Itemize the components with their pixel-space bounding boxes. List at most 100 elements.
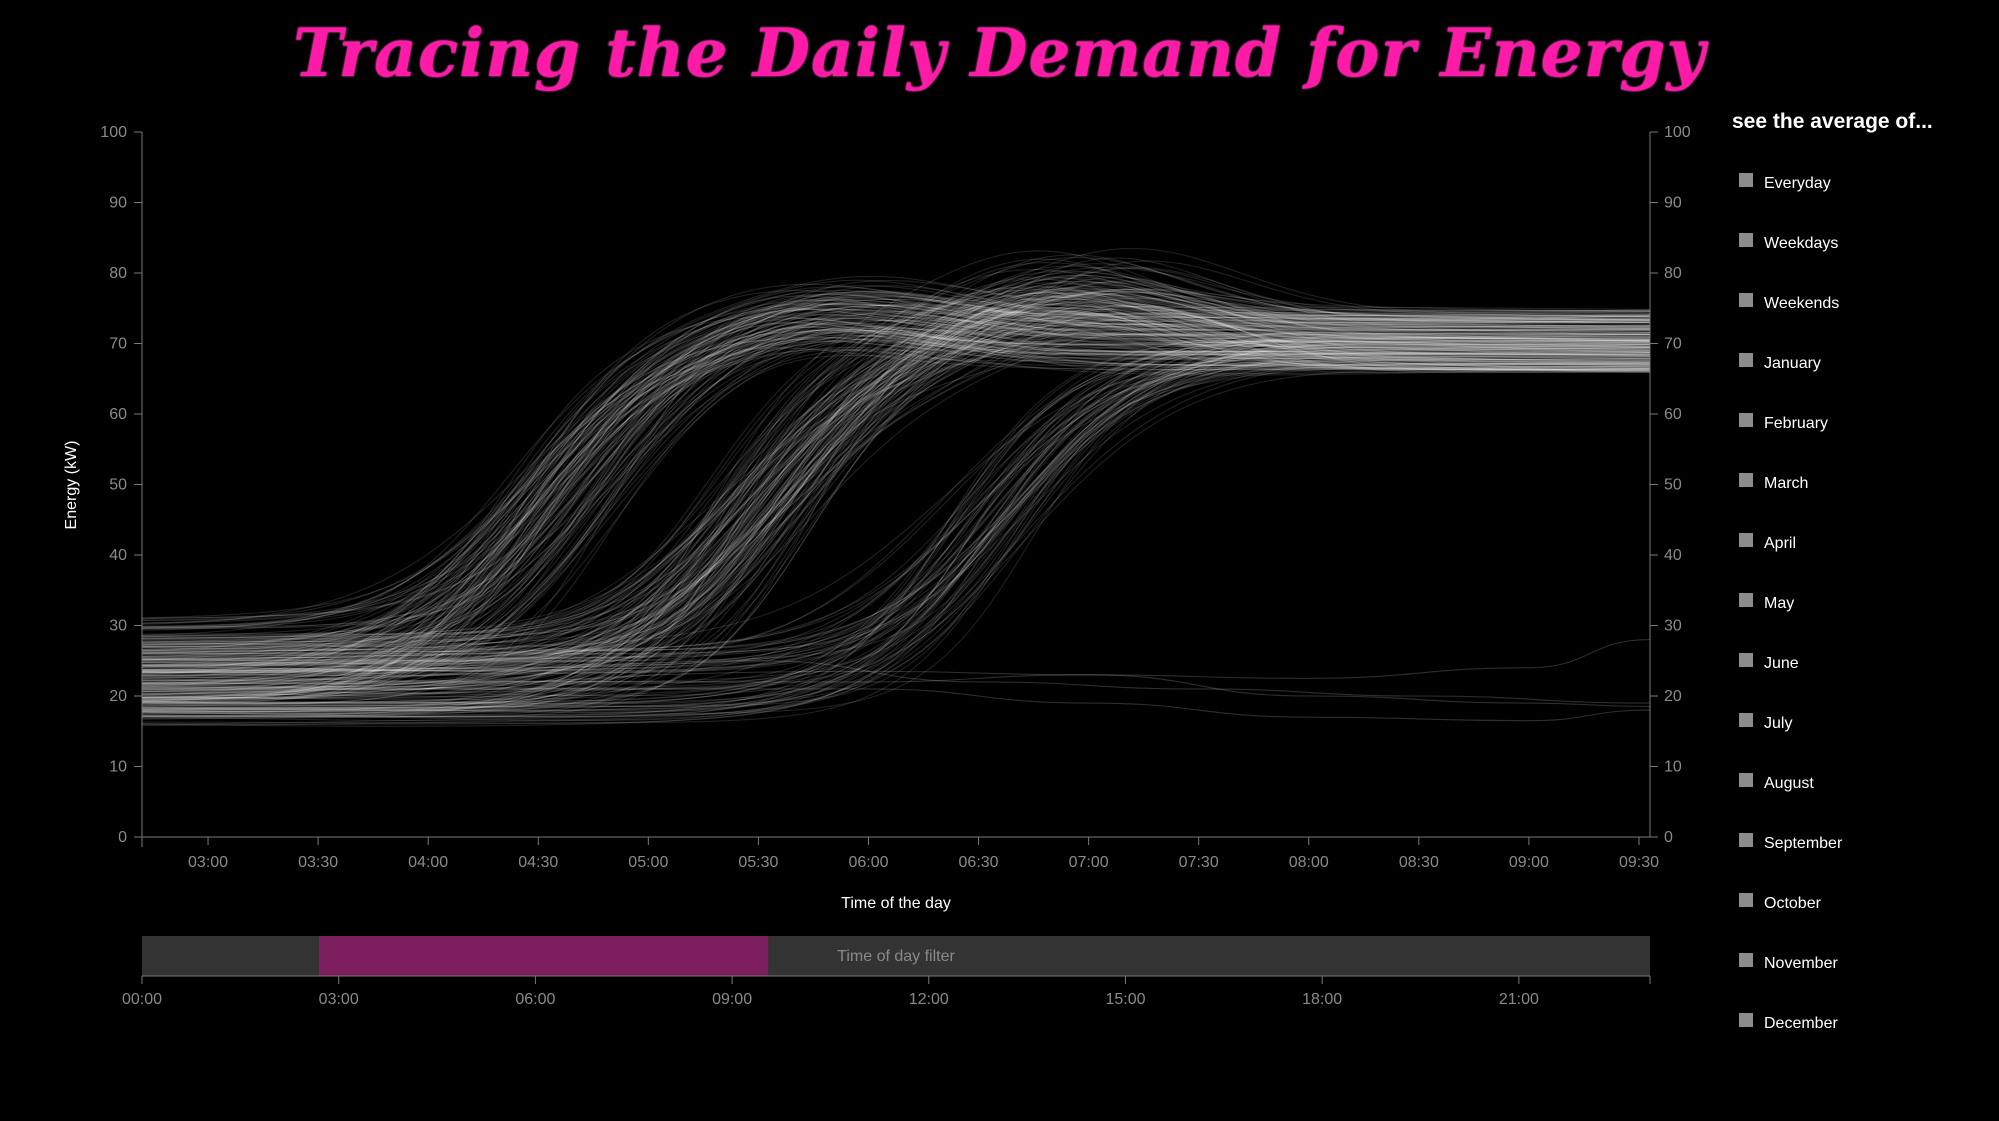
x-tick-label: 07:30 xyxy=(1179,854,1219,871)
demand-line-95 xyxy=(141,308,1651,619)
legend-item-label: Weekends xyxy=(1764,295,1840,312)
demand-line-135 xyxy=(141,325,1651,696)
demand-line-313 xyxy=(141,343,1651,663)
legend-checkbox[interactable] xyxy=(1739,893,1753,907)
legend-checkbox[interactable] xyxy=(1739,533,1753,547)
legend-item-weekdays[interactable]: Weekdays xyxy=(1733,212,1993,272)
demand-line-248 xyxy=(142,305,1650,639)
legend-item-january[interactable]: January xyxy=(1733,332,1993,392)
demand-line-108 xyxy=(141,303,1651,674)
demand-line-282 xyxy=(141,357,1651,671)
demand-line-201 xyxy=(141,266,1651,708)
demand-line-204 xyxy=(141,290,1651,715)
y-tick-label-right: 20 xyxy=(1664,688,1682,705)
legend-checkbox[interactable] xyxy=(1739,833,1753,847)
demand-line-35 xyxy=(141,319,1651,631)
demand-line-50 xyxy=(142,339,1651,648)
demand-line-258 xyxy=(142,337,1650,691)
demand-line-217 xyxy=(141,289,1651,689)
legend-checkbox[interactable] xyxy=(1739,953,1753,967)
demand-line-273 xyxy=(142,352,1651,719)
demand-line-219 xyxy=(141,333,1650,698)
demand-line-249 xyxy=(141,257,1651,681)
demand-line-87 xyxy=(141,307,1651,682)
demand-line-69 xyxy=(141,316,1651,646)
demand-line-237 xyxy=(141,297,1651,671)
demand-line-309 xyxy=(141,343,1651,722)
demand-line-2 xyxy=(141,316,1651,660)
legend-checkbox[interactable] xyxy=(1739,653,1753,667)
legend-item-september[interactable]: September xyxy=(1733,812,1993,872)
legend-checkbox[interactable] xyxy=(1739,413,1753,427)
demand-line-277 xyxy=(141,332,1650,663)
demand-line-105 xyxy=(141,325,1651,621)
demand-line-279 xyxy=(141,339,1651,697)
demand-line-126 xyxy=(141,301,1651,668)
legend-item-weekends[interactable]: Weekends xyxy=(1733,272,1993,332)
demand-line-262 xyxy=(141,357,1650,718)
demand-line-187 xyxy=(142,270,1651,661)
demand-line-186 xyxy=(141,329,1651,661)
legend-item-february[interactable]: February xyxy=(1733,392,1993,452)
time-of-day-filter[interactable]: Time of day filter 00:00 03:00 06:00 09:00 1… xyxy=(122,936,1651,1008)
demand-line-268 xyxy=(141,352,1650,709)
demand-line-154 xyxy=(141,301,1651,645)
demand-line-67 xyxy=(141,303,1651,629)
x-tick-label: 06:00 xyxy=(848,854,888,871)
demand-line-265 xyxy=(142,356,1650,662)
demand-line-100 xyxy=(141,329,1651,702)
demand-line-106 xyxy=(141,336,1651,700)
demand-line-263 xyxy=(142,337,1650,666)
legend-checkbox[interactable] xyxy=(1739,353,1753,367)
demand-line-247 xyxy=(142,274,1651,718)
demand-line-174 xyxy=(141,318,1651,686)
y-tick-label-right: 0 xyxy=(1664,829,1673,846)
legend-checkbox[interactable] xyxy=(1739,593,1753,607)
demand-line-0 xyxy=(141,322,1651,654)
demand-line-112 xyxy=(141,339,1650,701)
demand-line-94 xyxy=(142,328,1650,628)
demand-line-156 xyxy=(142,284,1650,699)
legend-checkbox[interactable] xyxy=(1739,1013,1753,1027)
legend-checkbox[interactable] xyxy=(1739,773,1753,787)
legend-item-june[interactable]: June xyxy=(1733,632,1993,692)
demand-line-33 xyxy=(141,316,1650,644)
legend-item-august[interactable]: August xyxy=(1733,752,1993,812)
filter-selection[interactable] xyxy=(319,936,769,976)
demand-line-301 xyxy=(142,344,1650,672)
demand-line-272 xyxy=(141,339,1650,718)
legend-item-october[interactable]: October xyxy=(1733,872,1993,932)
demand-line-280 xyxy=(141,333,1650,665)
legend-item-november[interactable]: November xyxy=(1733,932,1993,992)
demand-line-245 xyxy=(141,303,1650,718)
demand-line-68 xyxy=(141,337,1650,675)
demand-line-228 xyxy=(142,289,1651,646)
demand-line-177 xyxy=(141,304,1651,678)
legend-item-july[interactable]: July xyxy=(1733,692,1993,752)
demand-line-120 xyxy=(141,295,1651,643)
demand-line-176 xyxy=(141,333,1651,657)
legend-item-everyday[interactable]: Everyday xyxy=(1733,152,1993,212)
legend-checkbox[interactable] xyxy=(1739,293,1753,307)
legend-item-december[interactable]: December xyxy=(1733,992,1993,1052)
legend-checkbox[interactable] xyxy=(1739,473,1753,487)
legend-checkbox[interactable] xyxy=(1739,173,1753,187)
demand-line-193 xyxy=(142,294,1650,645)
demand-line-233 xyxy=(141,339,1651,704)
legend-checkbox[interactable] xyxy=(1739,713,1753,727)
legend-item-april[interactable]: April xyxy=(1733,512,1993,572)
filter-tick-label: 12:00 xyxy=(909,991,949,1008)
demand-line-289 xyxy=(142,363,1651,726)
demand-line-178 xyxy=(141,290,1650,646)
demand-line-315 xyxy=(141,365,1651,655)
demand-line-290 xyxy=(141,338,1651,653)
demand-line-221 xyxy=(141,310,1651,693)
demand-line-215 xyxy=(142,262,1651,700)
demand-line-138 xyxy=(141,314,1651,672)
axes-layer: 0 0 10 10 20 20 30 30 40 40 50 50 60 60 70 70 80 80 90 90 10… xyxy=(100,124,1691,871)
legend-item-march[interactable]: March xyxy=(1733,452,1993,512)
legend-checkbox[interactable] xyxy=(1739,233,1753,247)
legend-item-may[interactable]: May xyxy=(1733,572,1993,632)
demand-line-5 xyxy=(141,289,1650,667)
demand-line-311 xyxy=(141,359,1651,650)
